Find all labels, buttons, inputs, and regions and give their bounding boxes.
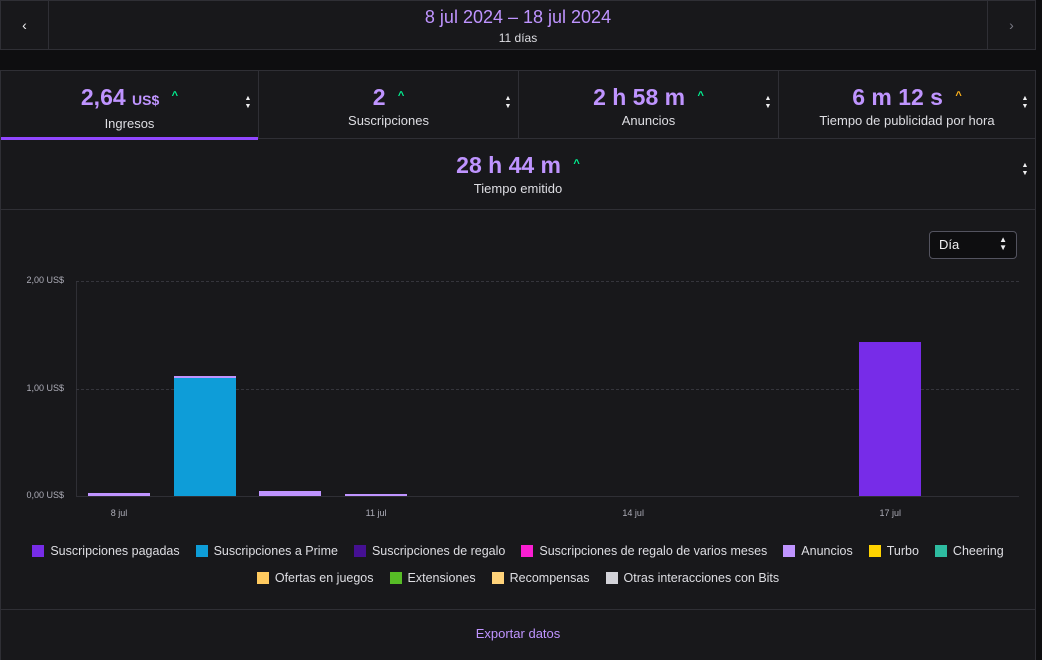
stat-value: 6 m 12 s ^	[779, 83, 1035, 110]
legend-item[interactable]: Otras interacciones con Bits	[605, 570, 780, 585]
chevron-right-icon: ›	[1009, 17, 1014, 33]
stat-tiempo-publicidad[interactable]: 6 m 12 s ^ Tiempo de publicidad por hora…	[779, 71, 1035, 139]
trend-up-icon: ^	[171, 90, 179, 102]
sort-icon[interactable]: ▲ ▼	[764, 95, 772, 110]
stat-value: 2 ^	[259, 83, 518, 110]
legend-label: Otras interacciones con Bits	[623, 570, 780, 585]
legend-swatch	[389, 571, 402, 584]
bar-9-jul-suscripciones-a-prime[interactable]	[173, 377, 236, 496]
stat-anuncios[interactable]: 2 h 58 m ^ Anuncios ▲ ▼	[519, 71, 779, 139]
chart-legend: Suscripciones pagadas Suscripciones a Pri…	[1, 537, 1035, 591]
date-range-bar: ‹ 8 jul 2024 – 18 jul 2024 11 días ›	[0, 0, 1036, 50]
stat-number: 2	[372, 84, 386, 110]
bar-9-jul-anuncios[interactable]	[173, 375, 236, 378]
legend-item[interactable]: Ofertas en juegos	[256, 570, 374, 585]
x-tick-label: 11 jul	[365, 508, 387, 518]
legend-swatch	[256, 571, 269, 584]
bar-10-jul-anuncios[interactable]	[259, 490, 322, 496]
trend-up-icon: ^	[397, 90, 405, 102]
x-tick-label: 17 jul	[879, 508, 902, 518]
stat-value: 2 h 58 m ^	[519, 83, 778, 110]
stat-number: 2,64	[80, 84, 126, 110]
revenue-chart: 0,00 US$ 1,00 US$ 2,00 US$ 8 jul 11 jul 14 ju…	[1, 271, 1035, 531]
trend-up-icon: ^	[573, 158, 580, 170]
granularity-value: Día	[939, 237, 960, 252]
x-tick-label: 14 jul	[622, 508, 644, 518]
stat-suscripciones[interactable]: 2 ^ Suscripciones ▲ ▼	[259, 71, 519, 139]
legend-label: Suscripciones a Prime	[213, 543, 338, 558]
stat-ingresos[interactable]: 2,64 US$ ^ Ingresos ▲ ▼	[1, 71, 259, 140]
legend-label: Turbo	[886, 543, 919, 558]
y-tick-label: 0,00 US$	[26, 490, 64, 500]
legend-label: Recompensas	[509, 570, 590, 585]
legend-label: Anuncios	[801, 543, 853, 558]
legend-item[interactable]: Anuncios	[783, 543, 853, 558]
stat-unit: US$	[132, 92, 160, 108]
stat-tiempo-emitido[interactable]: 28 h 44 m ^ Tiempo emitido ▲ ▼	[1, 139, 1035, 210]
stat-label: Ingresos	[104, 116, 155, 131]
bar-8-jul-anuncios[interactable]	[88, 492, 150, 496]
legend-swatch	[868, 544, 881, 557]
trend-neutral-icon: ^	[955, 90, 962, 102]
gridline	[76, 388, 1019, 390]
legend-label: Ofertas en juegos	[274, 570, 374, 585]
stat-label: Anuncios	[621, 113, 676, 128]
stat-number: 2 h 58 m	[593, 84, 686, 110]
gridline	[76, 281, 1019, 282]
legend-swatch	[783, 544, 796, 557]
legend-swatch	[934, 544, 947, 557]
legend-swatch	[605, 571, 618, 584]
footer: Exportar datos	[0, 610, 1036, 660]
trend-up-icon: ^	[697, 90, 704, 102]
stat-value: 2,64 US$ ^	[1, 83, 258, 113]
revenue-panel: 2,64 US$ ^ Ingresos ▲ ▼ 2 ^ Suscripciones…	[0, 70, 1036, 610]
legend-swatch	[491, 571, 504, 584]
legend-label: Suscripciones de regalo	[371, 543, 506, 558]
stat-number: 28 h 44 m	[456, 152, 561, 178]
select-arrows-icon: ▲ ▼	[999, 235, 1007, 252]
legend-item[interactable]: Suscripciones de regalo de varios meses	[521, 544, 767, 558]
stat-value: 28 h 44 m ^	[1, 151, 1035, 178]
chevron-left-icon: ‹	[22, 17, 27, 33]
date-range-days: 11 días	[498, 31, 538, 45]
sort-icon[interactable]: ▲ ▼	[504, 95, 512, 110]
legend-label: Cheering	[952, 543, 1004, 558]
legend-label: Suscripciones de regalo de varios meses	[539, 543, 768, 558]
legend-label: Extensiones	[407, 570, 476, 585]
x-tick-label: 8 jul	[110, 508, 128, 518]
legend-label: Suscripciones pagadas	[50, 543, 180, 558]
sort-icon[interactable]: ▲ ▼	[244, 95, 252, 110]
legend-row: Ofertas en juegos Extensiones Recompensas O…	[1, 564, 1035, 591]
granularity-select[interactable]: Día ▲ ▼	[929, 231, 1017, 259]
legend-swatch	[195, 544, 208, 557]
legend-item[interactable]: Turbo	[868, 543, 919, 558]
legend-item[interactable]: Suscripciones de regalo	[353, 543, 506, 558]
legend-swatch	[353, 544, 366, 557]
date-range-display: 8 jul 2024 – 18 jul 2024 11 días	[49, 1, 987, 49]
y-tick-label: 2,00 US$	[26, 275, 64, 285]
bar-17-jul-suscripciones-pagadas[interactable]	[859, 342, 922, 496]
export-data-link[interactable]: Exportar datos	[475, 626, 561, 641]
date-range-text[interactable]: 8 jul 2024 – 18 jul 2024	[424, 7, 612, 27]
legend-item[interactable]: Suscripciones pagadas	[32, 543, 180, 558]
legend-swatch	[521, 544, 534, 557]
y-tick-label: 1,00 US$	[26, 382, 64, 393]
next-period-button[interactable]: ›	[987, 1, 1035, 49]
legend-row: Suscripciones pagadas Suscripciones a Pri…	[1, 537, 1035, 564]
stat-label: Tiempo de publicidad por hora	[819, 113, 995, 128]
bar-11-jul-anuncios[interactable]	[345, 493, 408, 496]
legend-item[interactable]: Extensiones	[389, 570, 476, 585]
stat-number: 6 m 12 s	[852, 84, 943, 110]
previous-period-button[interactable]: ‹	[1, 1, 49, 49]
stat-label: Tiempo emitido	[473, 181, 563, 196]
legend-item[interactable]: Suscripciones a Prime	[195, 543, 338, 558]
stats-row: 2,64 US$ ^ Ingresos ▲ ▼ 2 ^ Suscripciones…	[1, 71, 1035, 140]
legend-item[interactable]: Recompensas	[491, 570, 590, 585]
sort-icon[interactable]: ▲ ▼	[1021, 162, 1029, 177]
x-axis	[76, 496, 1019, 497]
sort-icon[interactable]: ▲ ▼	[1021, 95, 1029, 110]
stat-label: Suscripciones	[348, 113, 429, 128]
legend-item[interactable]: Cheering	[934, 543, 1004, 558]
legend-swatch	[32, 544, 45, 557]
